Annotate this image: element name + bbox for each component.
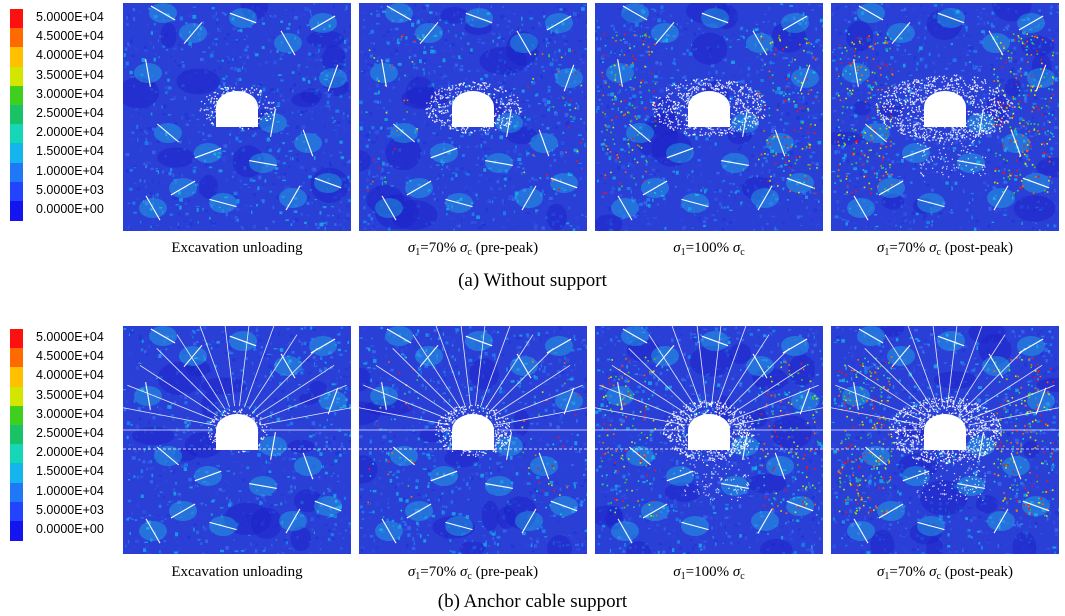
- legend-swatch: [10, 201, 23, 221]
- contour-plot: [831, 326, 1059, 554]
- legend-swatch: [10, 9, 23, 29]
- legend-label: 2.0000E+04: [36, 445, 104, 460]
- legend-label: 3.0000E+04: [36, 406, 104, 421]
- caption-b-4: σ1=70% σc (post-peak): [876, 564, 1014, 582]
- legend-label: 0.0000E+00: [36, 522, 104, 536]
- caption-b-1: Excavation unloading: [171, 564, 303, 580]
- row-title-a: (a) Without support: [458, 270, 607, 291]
- legend-swatch: [10, 521, 23, 541]
- legend-label: 1.5000E+04: [36, 144, 104, 159]
- legend-label: 1.5000E+04: [36, 464, 104, 479]
- caption-b-2: σ1=70% σc (pre-peak): [407, 564, 539, 582]
- legend-label: 5.0000E+04: [36, 10, 104, 24]
- caption-a-4: σ1=70% σc (post-peak): [876, 240, 1014, 258]
- legend-label: 2.5000E+04: [36, 426, 104, 440]
- legend-swatch: [10, 47, 23, 68]
- panel-b-2: [359, 326, 587, 554]
- stress-legend-a: 5.0000E+04 4.5000E+04 4.0000E+04 3.5000E+04…: [6, 3, 118, 235]
- contour-plot: [359, 326, 587, 554]
- legend-label: 2.5000E+04: [36, 106, 104, 120]
- panel-a-3: [595, 3, 823, 231]
- legend-swatch: [10, 105, 23, 125]
- legend-swatch: [10, 28, 23, 48]
- panel-a-1: [123, 3, 351, 231]
- panel-b-4: [831, 326, 1059, 554]
- contour-plot: [595, 326, 823, 554]
- contour-plot: [359, 3, 587, 231]
- panel-a-2: [359, 3, 587, 231]
- contour-plot: [831, 3, 1059, 231]
- panel-b-3: [595, 326, 823, 554]
- legend-swatch: [10, 386, 23, 407]
- panel-b-1: [123, 326, 351, 554]
- legend-swatch: [10, 66, 23, 87]
- legend-swatch: [10, 329, 23, 349]
- legend-swatch: [10, 405, 23, 426]
- legend-label: 4.5000E+04: [36, 29, 104, 44]
- legend-swatch: [10, 482, 23, 503]
- legend-swatch: [10, 124, 23, 144]
- panel-a-4: [831, 3, 1059, 231]
- legend-label: 1.0000E+04: [36, 163, 104, 178]
- legend-label: 5.0000E+04: [36, 330, 104, 344]
- legend-label: 4.5000E+04: [36, 349, 104, 364]
- legend-label: 5.0000E+03: [36, 502, 104, 517]
- legend-swatch: [10, 367, 23, 388]
- legend-label: 4.0000E+04: [36, 368, 104, 383]
- legend-label: 3.5000E+04: [36, 387, 104, 402]
- legend-label: 0.0000E+00: [36, 202, 104, 216]
- contour-plot: [123, 3, 351, 231]
- legend-swatch: [10, 501, 23, 522]
- stress-legend-b: 5.0000E+04 4.5000E+04 4.0000E+04 3.5000E+04…: [6, 323, 118, 555]
- caption-a-1: Excavation unloading: [171, 240, 303, 256]
- row-title-b: (b) Anchor cable support: [437, 591, 628, 612]
- caption-b-3: σ1=100% σc: [673, 564, 745, 582]
- legend-label: 1.0000E+04: [36, 483, 104, 498]
- legend-swatch: [10, 444, 23, 464]
- contour-plot: [123, 326, 351, 554]
- legend-swatch: [10, 143, 23, 164]
- caption-a-2: σ1=70% σc (pre-peak): [407, 240, 539, 258]
- contour-plot: [595, 3, 823, 231]
- legend-swatch: [10, 181, 23, 202]
- caption-a-3: σ1=100% σc: [673, 240, 745, 258]
- legend-swatch: [10, 348, 23, 368]
- legend-label: 2.0000E+04: [36, 125, 104, 140]
- legend-swatch: [10, 463, 23, 484]
- legend-label: 5.0000E+03: [36, 182, 104, 197]
- legend-label: 4.0000E+04: [36, 48, 104, 63]
- legend-label: 3.5000E+04: [36, 67, 104, 82]
- legend-label: 3.0000E+04: [36, 86, 104, 101]
- legend-swatch: [10, 162, 23, 183]
- legend-swatch: [10, 425, 23, 445]
- legend-swatch: [10, 85, 23, 106]
